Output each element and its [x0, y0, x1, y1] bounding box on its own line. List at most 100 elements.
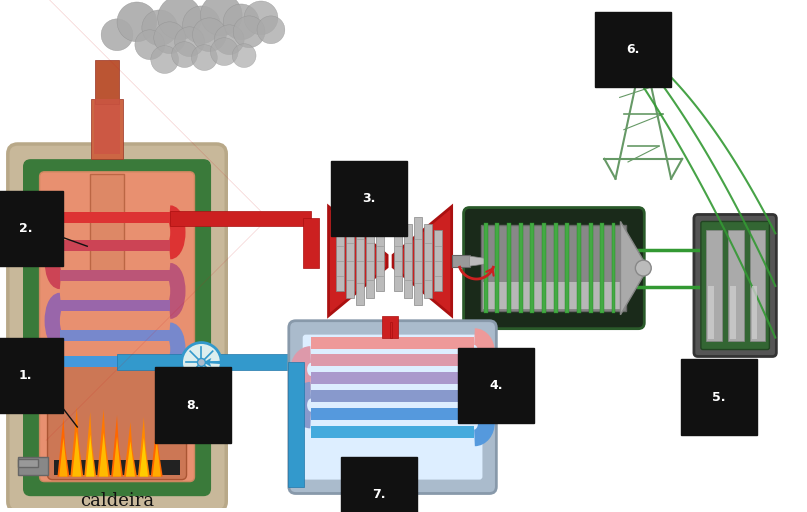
Polygon shape: [57, 417, 69, 477]
Bar: [61, 212, 169, 223]
Bar: [117, 354, 311, 370]
Polygon shape: [97, 409, 110, 477]
Polygon shape: [91, 99, 123, 159]
Polygon shape: [140, 438, 148, 477]
Bar: [366, 224, 374, 298]
Polygon shape: [328, 206, 387, 316]
Polygon shape: [86, 435, 94, 477]
Polygon shape: [153, 441, 161, 477]
FancyBboxPatch shape: [23, 160, 211, 496]
Bar: [357, 218, 364, 305]
Circle shape: [157, 0, 202, 40]
Bar: [288, 362, 303, 486]
Bar: [414, 218, 422, 305]
Bar: [565, 223, 569, 313]
Bar: [390, 322, 392, 337]
FancyBboxPatch shape: [701, 221, 769, 350]
Bar: [61, 356, 169, 368]
Bar: [394, 230, 402, 291]
Bar: [55, 460, 180, 475]
Circle shape: [635, 260, 651, 276]
Bar: [730, 286, 736, 338]
Bar: [61, 300, 169, 311]
Bar: [452, 255, 470, 267]
Circle shape: [245, 1, 278, 35]
Bar: [482, 225, 626, 311]
FancyBboxPatch shape: [694, 215, 776, 356]
Bar: [169, 210, 311, 226]
Bar: [404, 224, 412, 298]
Bar: [495, 223, 500, 313]
Polygon shape: [393, 206, 452, 316]
Text: 5.: 5.: [712, 391, 725, 403]
Bar: [346, 224, 354, 298]
Bar: [61, 240, 169, 251]
Bar: [519, 223, 523, 313]
FancyBboxPatch shape: [8, 144, 226, 511]
Text: 3.: 3.: [362, 192, 376, 205]
Polygon shape: [124, 422, 137, 477]
Bar: [588, 223, 592, 313]
Bar: [18, 459, 38, 466]
Text: 6.: 6.: [626, 43, 640, 56]
Bar: [94, 99, 120, 154]
Bar: [311, 426, 475, 438]
Circle shape: [215, 25, 245, 55]
Bar: [600, 223, 604, 313]
Polygon shape: [84, 412, 96, 477]
Polygon shape: [621, 221, 643, 315]
Circle shape: [142, 10, 178, 46]
Circle shape: [117, 2, 157, 41]
Bar: [18, 457, 48, 475]
Polygon shape: [70, 407, 83, 477]
Bar: [311, 372, 475, 385]
Bar: [484, 223, 488, 313]
FancyBboxPatch shape: [463, 207, 644, 329]
Circle shape: [151, 46, 178, 74]
Polygon shape: [99, 433, 108, 477]
Polygon shape: [151, 422, 163, 477]
Circle shape: [135, 30, 165, 59]
Circle shape: [182, 6, 220, 44]
Circle shape: [211, 38, 238, 66]
Bar: [508, 223, 512, 313]
Text: 2.: 2.: [19, 222, 32, 235]
Polygon shape: [59, 438, 68, 477]
FancyBboxPatch shape: [289, 321, 496, 494]
Bar: [424, 224, 432, 298]
Polygon shape: [111, 415, 123, 477]
Bar: [311, 390, 475, 402]
Circle shape: [191, 45, 217, 71]
Bar: [530, 223, 534, 313]
Circle shape: [154, 22, 186, 54]
Bar: [311, 408, 475, 420]
Bar: [311, 336, 475, 349]
Bar: [483, 282, 625, 309]
FancyBboxPatch shape: [48, 360, 186, 480]
Bar: [90, 174, 124, 278]
Bar: [612, 223, 616, 313]
Polygon shape: [126, 441, 135, 477]
Bar: [303, 219, 319, 268]
Bar: [577, 223, 581, 313]
Circle shape: [174, 27, 204, 57]
Circle shape: [257, 16, 285, 44]
Circle shape: [193, 18, 226, 52]
Circle shape: [200, 0, 242, 36]
Circle shape: [172, 41, 198, 68]
Bar: [376, 230, 384, 291]
Polygon shape: [113, 437, 121, 477]
Circle shape: [224, 4, 259, 40]
Polygon shape: [73, 432, 82, 477]
Text: caldeira: caldeira: [80, 493, 154, 510]
FancyBboxPatch shape: [303, 335, 483, 480]
Bar: [708, 286, 714, 338]
Bar: [61, 270, 169, 281]
Bar: [706, 230, 721, 340]
Circle shape: [182, 343, 221, 382]
Bar: [751, 286, 758, 338]
Bar: [311, 354, 475, 367]
Bar: [542, 223, 546, 313]
Polygon shape: [95, 59, 119, 104]
Circle shape: [232, 44, 256, 68]
